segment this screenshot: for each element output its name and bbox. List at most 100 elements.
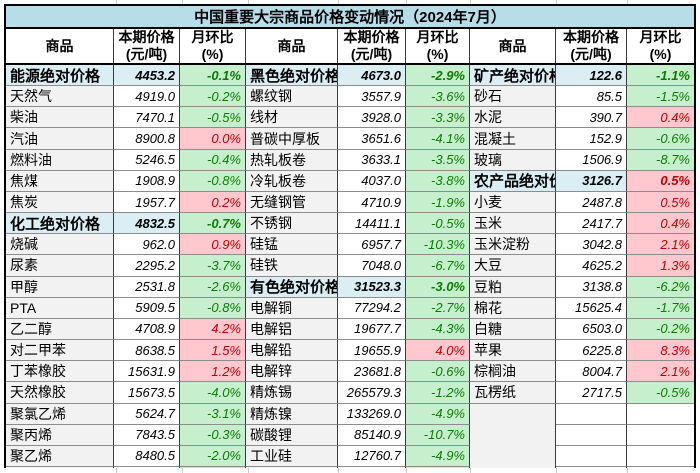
mom-cell[interactable]: 1.5% <box>180 340 246 362</box>
commodity-cell[interactable]: 乙二醇 <box>6 318 114 341</box>
price-cell[interactable]: 133269.0 <box>338 403 406 425</box>
mom-cell[interactable] <box>627 403 694 425</box>
mom-cell[interactable]: 2.1% <box>627 234 694 256</box>
mom-cell[interactable]: 0.5% <box>627 191 694 214</box>
price-cell[interactable]: 1957.7 <box>114 191 180 214</box>
mom-cell[interactable]: -0.8% <box>180 170 246 192</box>
mom-cell[interactable]: -2.0% <box>180 445 246 467</box>
mom-cell[interactable]: 0.5% <box>627 170 694 192</box>
commodity-cell[interactable]: PTA <box>6 297 114 319</box>
mom-cell[interactable]: 0.2% <box>180 191 246 214</box>
mom-cell[interactable]: -3.8% <box>406 170 470 192</box>
commodity-cell[interactable]: 化工绝对价格 <box>6 213 114 235</box>
column-header-price[interactable]: 本期价格 (元/吨) <box>556 29 627 63</box>
mom-cell[interactable]: -0.5% <box>180 107 246 129</box>
price-cell[interactable]: 7470.1 <box>114 107 180 129</box>
mom-cell[interactable]: -0.7% <box>180 213 246 235</box>
price-cell[interactable]: 19677.7 <box>338 318 406 341</box>
price-cell[interactable]: 1506.9 <box>556 149 627 171</box>
mom-cell[interactable]: -0.8% <box>180 297 246 319</box>
price-cell[interactable]: 14411.1 <box>338 213 406 235</box>
price-cell[interactable]: 6957.7 <box>338 234 406 256</box>
mom-cell[interactable]: -3.1% <box>180 403 246 425</box>
mom-cell[interactable]: -1.5% <box>627 86 694 108</box>
price-cell[interactable]: 2417.7 <box>556 213 627 235</box>
price-cell[interactable]: 6503.0 <box>556 318 627 341</box>
commodity-cell[interactable]: 水泥 <box>470 107 556 129</box>
commodity-cell[interactable]: 黑色绝对价格 <box>246 65 338 87</box>
price-cell[interactable]: 31523.3 <box>338 276 406 298</box>
mom-cell[interactable] <box>627 445 694 467</box>
mom-cell[interactable]: 0.4% <box>627 213 694 235</box>
price-cell[interactable] <box>556 403 627 425</box>
price-cell[interactable]: 4708.9 <box>114 318 180 341</box>
commodity-cell[interactable]: 瓦楞纸 <box>470 382 556 404</box>
price-cell[interactable]: 8004.7 <box>556 361 627 383</box>
commodity-cell[interactable]: 豆粕 <box>470 276 556 298</box>
price-cell[interactable]: 4710.9 <box>338 191 406 214</box>
commodity-cell[interactable]: 精炼锡 <box>246 382 338 404</box>
commodity-cell[interactable]: 尿素 <box>6 255 114 277</box>
price-cell[interactable]: 77294.2 <box>338 297 406 319</box>
column-header-commodity[interactable]: 商品 <box>246 29 338 63</box>
mom-cell[interactable]: -0.6% <box>406 361 470 383</box>
column-header-mom[interactable]: 月环比 (%) <box>406 29 470 63</box>
commodity-cell[interactable]: 冷轧板卷 <box>246 170 338 192</box>
commodity-cell[interactable]: 线材 <box>246 107 338 129</box>
commodity-cell[interactable]: 甲醇 <box>6 276 114 298</box>
price-cell[interactable]: 2531.8 <box>114 276 180 298</box>
mom-cell[interactable]: -3.0% <box>406 276 470 298</box>
commodity-cell[interactable]: 矿产绝对价格 <box>470 65 556 87</box>
commodity-cell[interactable]: 玻璃 <box>470 149 556 171</box>
mom-cell[interactable]: -0.5% <box>406 213 470 235</box>
mom-cell[interactable] <box>627 424 694 446</box>
mom-cell[interactable]: -1.7% <box>627 297 694 319</box>
mom-cell[interactable]: -8.7% <box>627 149 694 171</box>
mom-cell[interactable]: 0.9% <box>180 234 246 256</box>
price-cell[interactable] <box>556 424 627 446</box>
commodity-cell[interactable]: 碳酸锂 <box>246 424 338 446</box>
commodity-cell[interactable]: 焦煤 <box>6 170 114 192</box>
column-header-commodity[interactable]: 商品 <box>6 29 114 63</box>
mom-cell[interactable]: -3.5% <box>406 149 470 171</box>
mom-cell[interactable]: 4.0% <box>406 340 470 362</box>
price-cell[interactable]: 3557.9 <box>338 86 406 108</box>
table-title[interactable]: 中国重要大宗商品价格变动情况（2024年7月） <box>6 6 694 29</box>
price-cell[interactable]: 3633.1 <box>338 149 406 171</box>
mom-cell[interactable]: -0.2% <box>627 318 694 341</box>
commodity-cell[interactable]: 螺纹钢 <box>246 86 338 108</box>
price-cell[interactable]: 4625.2 <box>556 255 627 277</box>
commodity-cell[interactable]: 苹果 <box>470 340 556 362</box>
price-cell[interactable]: 4453.2 <box>114 65 180 87</box>
commodity-cell[interactable]: 砂石 <box>470 86 556 108</box>
commodity-cell[interactable]: 丁苯橡胶 <box>6 361 114 383</box>
commodity-cell[interactable]: 电解锌 <box>246 361 338 383</box>
commodity-cell[interactable]: 电解铜 <box>246 297 338 319</box>
commodity-cell[interactable]: 工业硅 <box>246 445 338 467</box>
price-cell[interactable]: 1908.9 <box>114 170 180 192</box>
commodity-cell[interactable]: 硅铁 <box>246 255 338 277</box>
price-cell[interactable]: 7048.0 <box>338 255 406 277</box>
price-cell[interactable]: 15673.5 <box>114 382 180 404</box>
mom-cell[interactable]: -1.1% <box>627 65 694 87</box>
mom-cell[interactable]: -2.9% <box>406 65 470 87</box>
column-header-price[interactable]: 本期价格 (元/吨) <box>338 29 406 63</box>
commodity-cell[interactable] <box>470 445 556 467</box>
price-cell[interactable]: 85140.9 <box>338 424 406 446</box>
price-cell[interactable]: 3651.6 <box>338 128 406 150</box>
commodity-cell[interactable]: 对二甲苯 <box>6 340 114 362</box>
price-cell[interactable]: 8480.5 <box>114 445 180 467</box>
price-cell[interactable]: 15625.4 <box>556 297 627 319</box>
mom-cell[interactable]: -3.3% <box>406 107 470 129</box>
commodity-cell[interactable]: 柴油 <box>6 107 114 129</box>
commodity-cell[interactable]: 精炼镍 <box>246 403 338 425</box>
column-header-mom[interactable]: 月环比 (%) <box>180 29 246 63</box>
price-cell[interactable]: 5624.7 <box>114 403 180 425</box>
column-header-commodity[interactable]: 商品 <box>470 29 556 63</box>
commodity-cell[interactable]: 聚丙烯 <box>6 424 114 446</box>
commodity-cell[interactable]: 烧碱 <box>6 234 114 256</box>
commodity-cell[interactable]: 不锈钢 <box>246 213 338 235</box>
column-header-mom[interactable]: 月环比 (%) <box>627 29 694 63</box>
mom-cell[interactable]: -4.1% <box>406 128 470 150</box>
price-cell[interactable]: 2295.2 <box>114 255 180 277</box>
